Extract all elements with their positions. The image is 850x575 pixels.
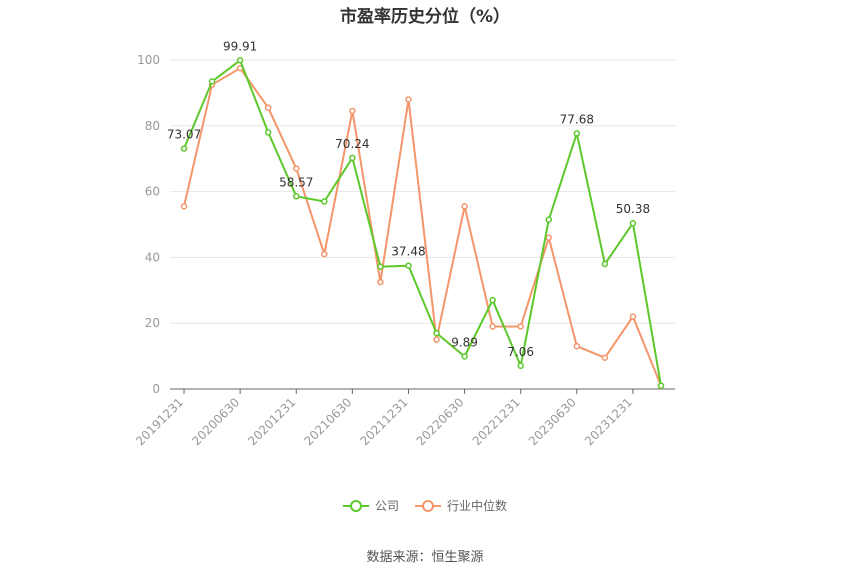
series-point-0 bbox=[545, 216, 552, 223]
series-point-0 bbox=[601, 260, 609, 268]
x-tick-label: 20231231 bbox=[582, 395, 635, 448]
series-point-0 bbox=[236, 57, 244, 64]
series-point-1 bbox=[349, 107, 356, 115]
series-point-0 bbox=[293, 193, 300, 200]
data-label: 73.07 bbox=[167, 128, 201, 142]
series-point-0 bbox=[629, 219, 637, 227]
series bbox=[180, 57, 665, 389]
legend: 公司 行业中位数 bbox=[0, 497, 850, 514]
series-point-1 bbox=[629, 313, 637, 320]
y-tick-label: 40 bbox=[145, 250, 160, 264]
data-label: 7.06 bbox=[507, 345, 534, 359]
series-point-1 bbox=[264, 104, 272, 111]
series-point-1 bbox=[489, 323, 496, 330]
data-label: 70.24 bbox=[335, 137, 369, 151]
series-point-1 bbox=[433, 336, 440, 343]
legend-item-industry-median[interactable]: 行业中位数 bbox=[415, 497, 507, 514]
data-label: 37.48 bbox=[391, 245, 425, 259]
x-tick-label: 20220630 bbox=[414, 395, 467, 448]
x-tick-label: 20191231 bbox=[133, 395, 186, 448]
series-point-1 bbox=[601, 354, 609, 361]
data-label: 9.89 bbox=[451, 335, 478, 349]
series-point-0 bbox=[405, 262, 412, 269]
y-tick-label: 60 bbox=[145, 185, 160, 199]
chart-title: 市盈率历史分位（%） bbox=[339, 7, 511, 27]
series-point-0 bbox=[573, 130, 581, 137]
series-line-1 bbox=[183, 67, 662, 387]
x-tick-label: 20230630 bbox=[526, 395, 579, 448]
legend-item-company[interactable]: 公司 bbox=[342, 497, 399, 514]
y-tick-label: 20 bbox=[145, 316, 160, 330]
legend-label-company: 公司 bbox=[374, 499, 399, 513]
series-point-0 bbox=[321, 198, 328, 205]
y-tick-label: 80 bbox=[145, 119, 160, 133]
series-point-0 bbox=[264, 129, 272, 136]
series-point-1 bbox=[377, 278, 384, 286]
x-tick-label: 20210630 bbox=[301, 395, 354, 448]
legend-label-industry-median: 行业中位数 bbox=[447, 499, 508, 513]
series-point-0 bbox=[489, 296, 496, 304]
series-point-0 bbox=[349, 154, 356, 162]
source-note: 数据来源：恒生聚源 bbox=[366, 550, 484, 565]
x-tick-label: 20200630 bbox=[189, 395, 242, 448]
series-point-1 bbox=[461, 203, 468, 210]
series-point-0 bbox=[461, 353, 468, 360]
series-point-0 bbox=[208, 78, 216, 85]
series-point-1 bbox=[573, 342, 581, 350]
series-point-1 bbox=[517, 323, 524, 330]
series-point-0 bbox=[377, 263, 384, 270]
series-point-1 bbox=[180, 203, 188, 210]
x-tick-label: 20201231 bbox=[245, 395, 298, 448]
grid-lines bbox=[170, 59, 675, 324]
series-point-1 bbox=[321, 250, 328, 258]
series-point-0 bbox=[433, 329, 440, 337]
x-tick-label: 20221231 bbox=[470, 395, 523, 448]
series-point-0 bbox=[180, 145, 188, 152]
series-point-1 bbox=[405, 96, 412, 103]
legend-marker-company bbox=[342, 499, 369, 512]
series-line-0 bbox=[183, 59, 662, 386]
x-tick-label: 20211231 bbox=[358, 395, 411, 448]
data-label: 58.57 bbox=[279, 175, 313, 189]
y-tick-label: 0 bbox=[152, 382, 160, 396]
legend-marker-industry-median bbox=[415, 499, 441, 512]
data-labels: 73.07 99.91 58.57 70.24 37.48 9.89 7.06 77.68 50… bbox=[167, 39, 650, 358]
series-point-1 bbox=[545, 234, 552, 241]
data-label: 50.38 bbox=[616, 202, 650, 216]
series-point-1 bbox=[293, 165, 300, 172]
y-tick-label: 100 bbox=[137, 53, 160, 67]
series-point-0 bbox=[517, 362, 524, 370]
data-label: 99.91 bbox=[223, 39, 257, 53]
series-point-0 bbox=[657, 382, 665, 389]
data-label: 77.68 bbox=[560, 112, 594, 126]
